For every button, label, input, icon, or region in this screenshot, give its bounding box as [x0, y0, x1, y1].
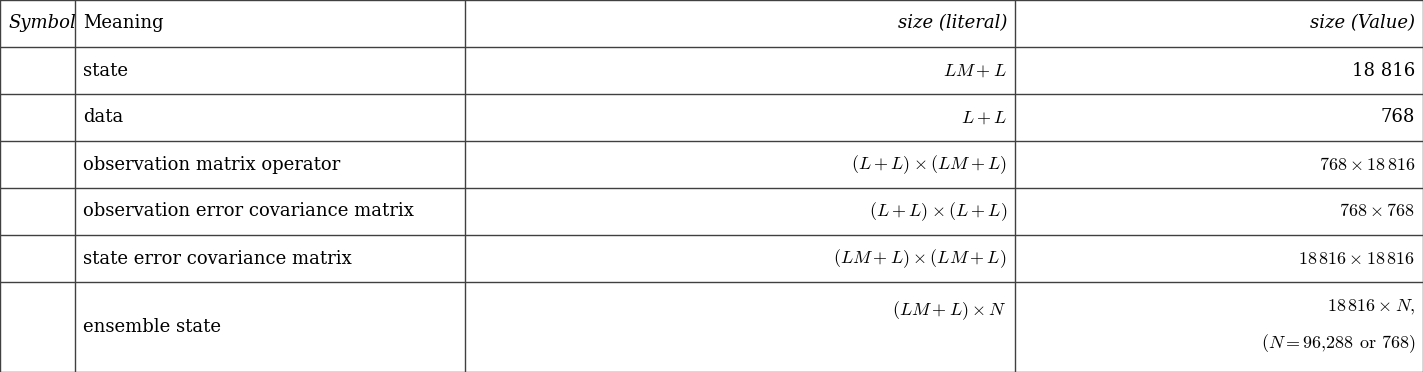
Text: state error covariance matrix: state error covariance matrix: [83, 250, 351, 267]
Text: 768: 768: [1380, 109, 1414, 126]
Text: observation matrix operator: observation matrix operator: [83, 155, 340, 173]
Text: Meaning: Meaning: [83, 15, 164, 32]
Text: $(L + L) \times (LM + L)$: $(L + L) \times (LM + L)$: [851, 153, 1007, 176]
Text: $18\,816 \times 18\,816$: $18\,816 \times 18\,816$: [1298, 250, 1414, 267]
Text: $(LM + L) \times (LM + L)$: $(LM + L) \times (LM + L)$: [834, 247, 1007, 270]
Text: ensemble state: ensemble state: [83, 318, 221, 336]
Text: $768 \times 18\,816$: $768 \times 18\,816$: [1319, 155, 1414, 173]
Text: $(LM + L) \times N$: $(LM + L) \times N$: [892, 299, 1007, 322]
Text: $(L + L) \times (L + L)$: $(L + L) \times (L + L)$: [868, 200, 1007, 223]
Text: state: state: [83, 61, 128, 80]
Text: $18\,816 \times N,$: $18\,816 \times N,$: [1326, 298, 1414, 317]
Text: size (Value): size (Value): [1311, 15, 1414, 32]
Text: size (literal): size (literal): [898, 15, 1007, 32]
Text: $768 \times 768$: $768 \times 768$: [1339, 202, 1414, 221]
Text: $L + L$: $L + L$: [961, 109, 1007, 126]
Text: data: data: [83, 109, 124, 126]
Text: 18 816: 18 816: [1352, 61, 1414, 80]
Text: $LM + L$: $LM + L$: [943, 61, 1007, 80]
Text: $(N = 96{,}288\text{ or }768)$: $(N = 96{,}288\text{ or }768)$: [1261, 332, 1414, 355]
Text: Symbol: Symbol: [9, 15, 75, 32]
Text: observation error covariance matrix: observation error covariance matrix: [83, 202, 414, 221]
